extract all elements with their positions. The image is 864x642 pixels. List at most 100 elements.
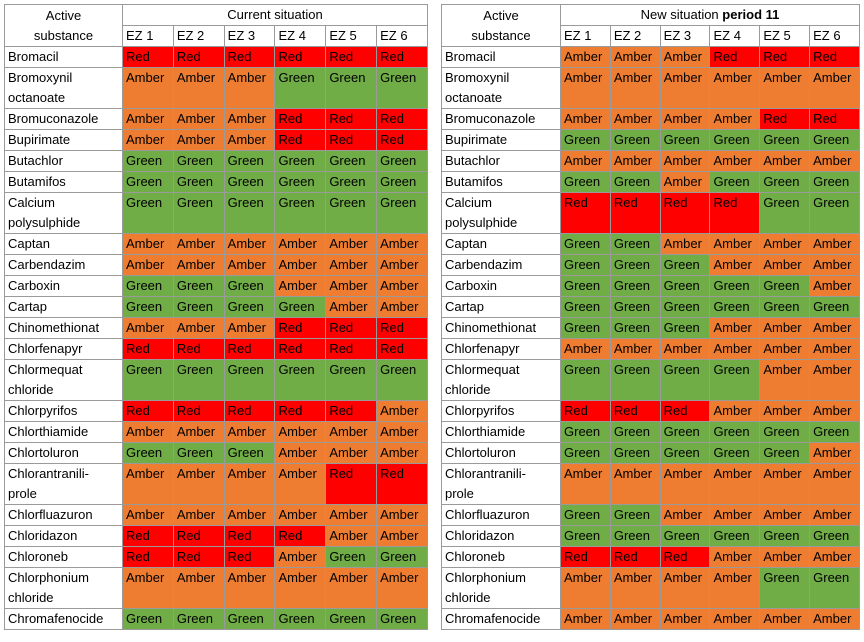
- status-cell: Green: [659, 254, 711, 276]
- status-cell: Red: [809, 108, 860, 130]
- status-cell: Green: [223, 171, 276, 193]
- status-cell: Green: [560, 421, 611, 443]
- table-row: Carboxin Green Green Green Amber Amber Amber: [4, 275, 428, 297]
- ez-header: EZ 2: [172, 25, 225, 47]
- substance-name: Chlorpyrifos: [4, 400, 123, 422]
- status-cell: Amber: [172, 463, 225, 505]
- substance-name: Chlorthiamide: [441, 421, 561, 443]
- substance-name: Bromoxynil octanoate: [4, 67, 123, 109]
- status-cell: Amber: [709, 463, 761, 505]
- status-cell: Amber: [122, 421, 174, 443]
- status-cell: Green: [759, 442, 811, 464]
- status-cell: Red: [609, 192, 661, 234]
- status-cell: Green: [172, 442, 225, 464]
- table-row: Chlorantranili-prole Amber Amber Amber Amber…: [441, 463, 860, 505]
- ez-header: EZ 3: [223, 25, 276, 47]
- table-row: Chlorphonium chloride Amber Amber Amber Amber…: [4, 567, 428, 609]
- substance-name-line: Bromacil: [8, 49, 59, 64]
- table-row: Chlorfluazuron Green Green Amber Amber Amber A…: [441, 504, 860, 526]
- status-cell: Amber: [709, 546, 761, 568]
- status-cell: Amber: [809, 254, 860, 276]
- status-cell: Red: [122, 546, 174, 568]
- substance-name: Chlorantranili-prole: [4, 463, 123, 505]
- status-cell: Green: [609, 525, 661, 547]
- substance-name-line: Bromuconazole: [445, 111, 536, 126]
- active-substance-header: Active substance: [441, 4, 561, 47]
- status-cell: Amber: [709, 504, 761, 526]
- status-cell: Amber: [659, 67, 711, 109]
- substance-name-line: Butamifos: [8, 174, 66, 189]
- substance-name: Butamifos: [4, 171, 123, 193]
- status-cell: Red: [759, 46, 811, 68]
- table-row: Chlortoluron Green Green Green Green Green Amb…: [441, 442, 860, 464]
- status-cell: Amber: [560, 150, 611, 172]
- status-cell: Amber: [376, 275, 428, 297]
- status-cell: Amber: [274, 463, 327, 505]
- status-cell: Green: [172, 171, 225, 193]
- status-cell: Amber: [659, 150, 711, 172]
- status-cell: Amber: [709, 567, 761, 609]
- status-cell: Amber: [223, 504, 276, 526]
- status-cell: Green: [659, 317, 711, 339]
- status-cell: Green: [172, 359, 225, 401]
- status-cell: Green: [759, 525, 811, 547]
- status-cell: Green: [122, 150, 174, 172]
- status-cell: Red: [223, 46, 276, 68]
- substance-name-line: prole: [8, 486, 37, 501]
- substance-name-line: Chlorfenapyr: [8, 341, 83, 356]
- status-cell: Amber: [325, 421, 378, 443]
- substance-name: Captan: [4, 233, 123, 255]
- status-cell: Amber: [560, 108, 611, 130]
- table-row: Chlormequat chloride Green Green Green Green A…: [441, 359, 860, 401]
- status-cell: Amber: [709, 317, 761, 339]
- ez-header: EZ 6: [376, 25, 428, 47]
- status-cell: Amber: [172, 254, 225, 276]
- substance-name-line: Bromacil: [445, 49, 496, 64]
- table-row: Chlormequat chloride Green Green Green Green G…: [4, 359, 428, 401]
- status-cell: Red: [172, 46, 225, 68]
- status-cell: Amber: [376, 254, 428, 276]
- status-cell: Amber: [709, 338, 761, 360]
- status-cell: Red: [659, 400, 711, 422]
- status-cell: Amber: [659, 233, 711, 255]
- table-row: Carbendazim Amber Amber Amber Amber Amber Ambe…: [4, 254, 428, 276]
- status-cell: Green: [609, 359, 661, 401]
- status-cell: Amber: [223, 233, 276, 255]
- status-cell: Red: [223, 546, 276, 568]
- status-cell: Amber: [609, 463, 661, 505]
- status-cell: Red: [325, 400, 378, 422]
- status-cell: Green: [609, 296, 661, 318]
- status-cell: Amber: [809, 275, 860, 297]
- substance-name-line: Chlormequat: [8, 362, 83, 377]
- status-cell: Amber: [274, 546, 327, 568]
- table-row: Chloroneb Red Red Red Amber Amber Amber: [441, 546, 860, 568]
- substance-name: Bromuconazole: [4, 108, 123, 130]
- status-cell: Green: [223, 150, 276, 172]
- status-cell: Green: [709, 442, 761, 464]
- substance-name-line: chloride: [8, 382, 54, 397]
- status-cell: Amber: [809, 67, 860, 109]
- status-cell: Green: [376, 608, 428, 630]
- status-cell: Amber: [709, 400, 761, 422]
- substance-name-line: Calcium: [445, 195, 492, 210]
- status-cell: Red: [759, 108, 811, 130]
- substance-name: Calcium polysulphide: [441, 192, 561, 234]
- status-cell: Red: [274, 400, 327, 422]
- status-cell: Green: [759, 275, 811, 297]
- table-row: Captan Green Green Amber Amber Amber Amber: [441, 233, 860, 255]
- status-cell: Green: [759, 129, 811, 151]
- table-row: Chinomethionat Green Green Green Amber Amber A…: [441, 317, 860, 339]
- status-cell: Amber: [172, 129, 225, 151]
- substance-name-line: Chlorantranili-: [445, 466, 526, 481]
- new-title-period: period 11: [722, 7, 780, 22]
- status-cell: Amber: [172, 317, 225, 339]
- status-cell: Green: [809, 567, 860, 609]
- substance-name-line: Chlorphonium: [445, 570, 526, 585]
- substance-name: Chlorfenapyr: [4, 338, 123, 360]
- substance-name: Chloroneb: [441, 546, 561, 568]
- table-row: Chinomethionat Amber Amber Amber Red Red Red: [4, 317, 428, 339]
- substance-name-line: Chloroneb: [8, 549, 68, 564]
- substance-name: Chloridazon: [4, 525, 123, 547]
- status-cell: Amber: [560, 46, 611, 68]
- status-cell: Amber: [376, 525, 428, 547]
